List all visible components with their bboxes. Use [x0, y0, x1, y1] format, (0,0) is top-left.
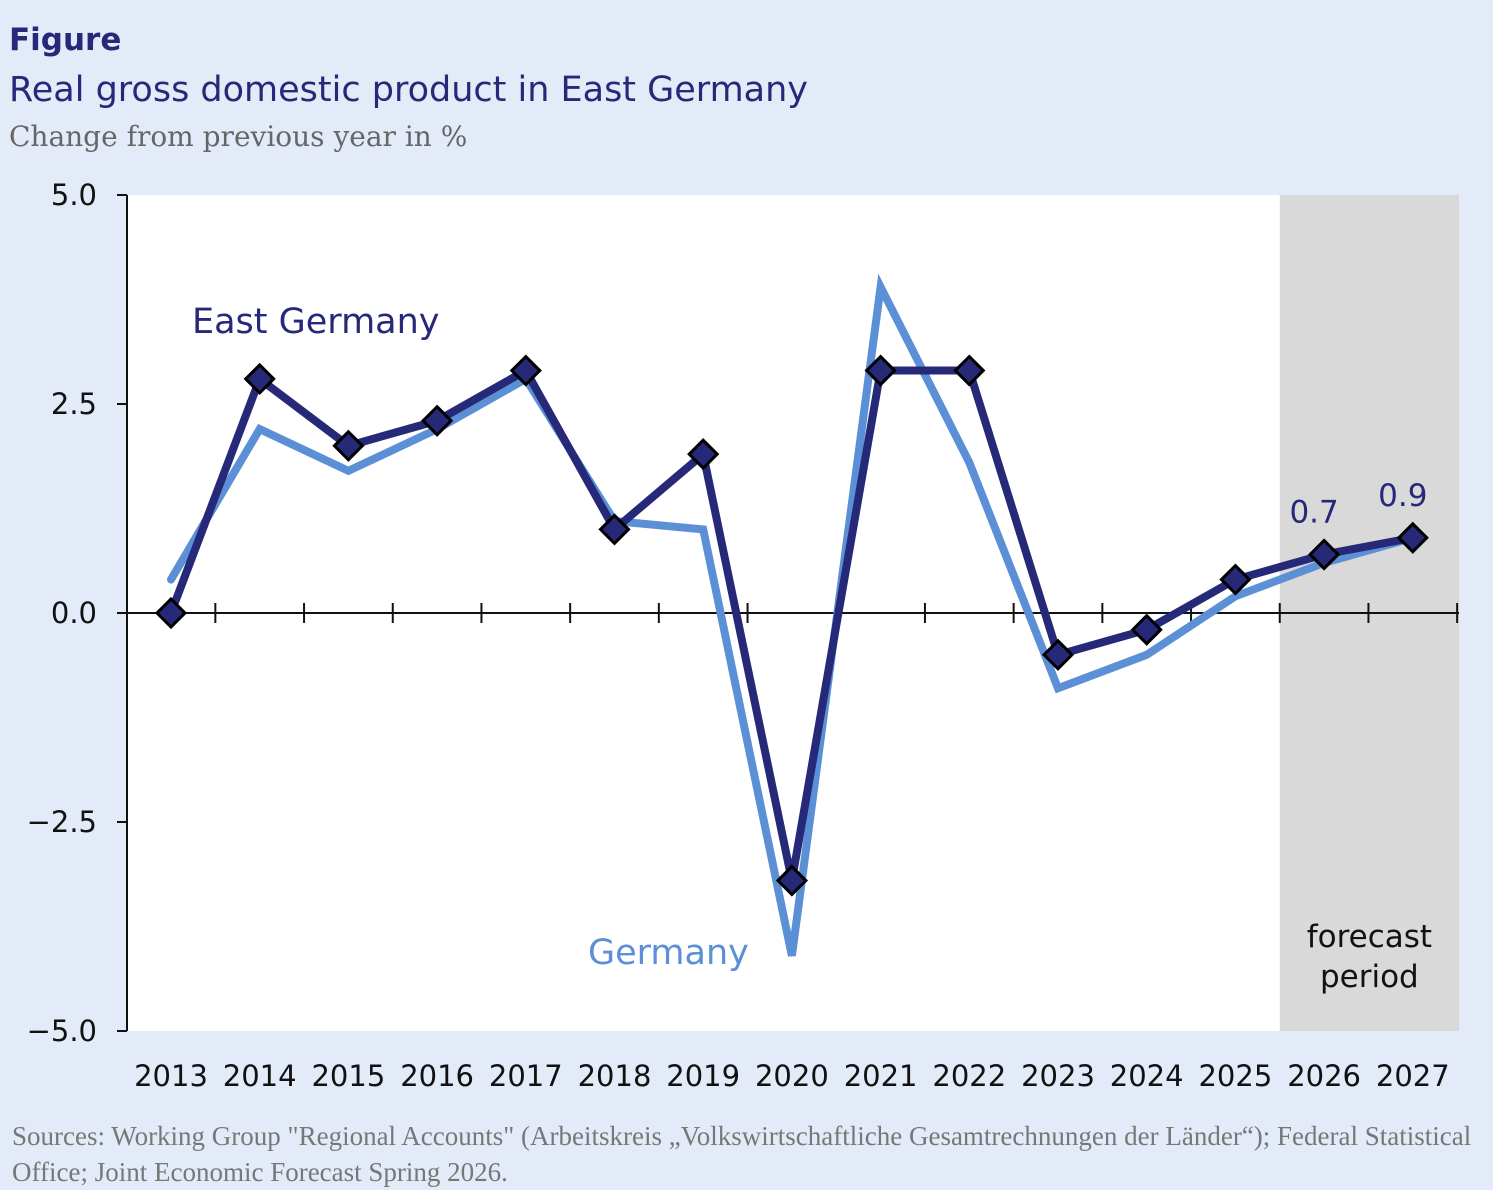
chart-subtitle: Change from previous year in % [9, 120, 468, 153]
y-tick-label: −5.0 [27, 1014, 97, 1048]
data-point-marker [864, 354, 897, 387]
data-point-marker [1219, 563, 1252, 596]
data-point-marker [953, 354, 986, 387]
figure-label: Figure [9, 22, 122, 58]
data-point-marker [1307, 538, 1341, 571]
series-line-germany [167, 273, 1417, 957]
y-tick-label: 5.0 [51, 178, 97, 212]
x-tick-label: 2017 [489, 1059, 563, 1093]
data-point-marker [509, 354, 542, 387]
legend-label-east-germany: East Germany [192, 302, 440, 342]
y-tick-label: 2.5 [51, 387, 97, 421]
x-tick-label: 2022 [932, 1059, 1006, 1093]
data-point-marker [687, 438, 720, 471]
x-tick-label: 2013 [134, 1059, 208, 1093]
data-point-marker [1041, 638, 1075, 671]
data-point-marker [1396, 521, 1429, 554]
data-point-marker [332, 429, 365, 462]
data-label: 0.7 [1289, 494, 1338, 530]
x-tick-label: 2023 [1021, 1059, 1095, 1093]
x-tick-label: 2025 [1198, 1059, 1272, 1093]
x-tick-label: 2024 [1110, 1059, 1184, 1093]
chart-title: Real gross domestic product in East Germ… [9, 70, 809, 110]
forecast-label: forecast [1307, 919, 1432, 955]
x-tick-label: 2019 [666, 1059, 740, 1093]
x-tick-label: 2014 [223, 1059, 297, 1093]
x-tick-label: 2015 [311, 1059, 385, 1093]
x-tick-label: 2021 [844, 1059, 918, 1093]
x-tick-label: 2018 [578, 1059, 652, 1093]
y-tick-label: −2.5 [27, 805, 97, 839]
x-tick-label: 2026 [1287, 1059, 1361, 1093]
y-tick-label: 0.0 [51, 596, 97, 630]
x-tick-label: 2016 [400, 1059, 474, 1093]
source-note: Sources: Working Group "Regional Account… [12, 1121, 1472, 1187]
data-point-marker [1130, 613, 1163, 646]
forecast-label: period [1320, 959, 1419, 995]
x-tick-label: 2027 [1376, 1059, 1450, 1093]
x-tick-label: 2020 [755, 1059, 829, 1093]
data-point-marker [154, 596, 188, 630]
data-point-marker [775, 864, 809, 897]
data-point-marker [420, 404, 454, 437]
legend-label-germany: Germany [588, 933, 749, 973]
data-point-marker [243, 362, 276, 396]
data-point-marker [598, 513, 631, 546]
data-label: 0.9 [1378, 478, 1427, 514]
